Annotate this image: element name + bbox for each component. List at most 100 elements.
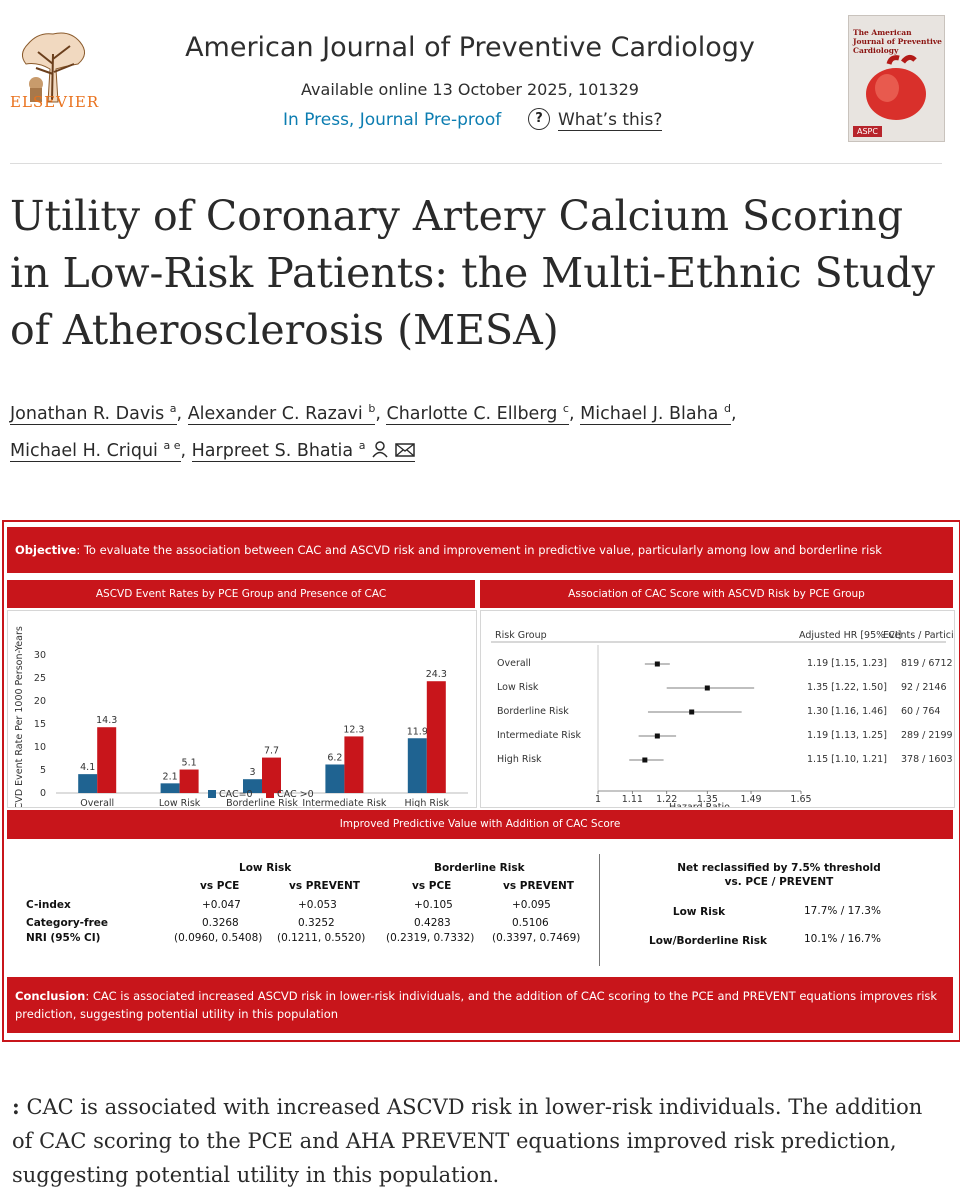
- col-group-low: Low Risk: [239, 862, 292, 874]
- heart-illustration: [866, 54, 926, 120]
- events-text: 819 / 6712: [901, 658, 953, 669]
- bar-value-label: 5.1: [182, 758, 197, 769]
- in-press-link[interactable]: In Press, Journal Pre-proof: [283, 110, 502, 130]
- legend-label: CAC >0: [277, 789, 314, 800]
- table-cell: (0.3397, 0.7469): [492, 932, 581, 944]
- author-list: Jonathan R. Davis a, Alexander C. Razavi…: [10, 402, 737, 462]
- bar-cacpos: [179, 769, 199, 793]
- forest-row-label: Low Risk: [497, 682, 539, 693]
- bar-cac0: [160, 783, 180, 793]
- table-cell: 0.5106: [512, 917, 549, 929]
- objective-banner: Objective: To evaluate the association b…: [7, 527, 953, 603]
- row-label-cindex: C-index: [26, 899, 71, 911]
- conclusion-banner: Conclusion: CAC is associated increased …: [7, 977, 953, 1033]
- article-title: Utility of Coronary Artery Calcium Scori…: [10, 192, 935, 354]
- author-link[interactable]: Michael J. Blaha d: [580, 402, 731, 425]
- table-cell: 0.3252: [298, 917, 335, 929]
- bar-value-label: 6.2: [327, 752, 342, 763]
- hr-ci-text: 1.19 [1.15, 1.23]: [807, 658, 887, 669]
- events-text: 92 / 2146: [901, 682, 947, 693]
- x-axis-label: Hazard Ratio: [669, 802, 730, 807]
- row-label-nri-ci: NRI (95% CI): [26, 932, 101, 944]
- author-link[interactable]: Jonathan R. Davis a: [10, 402, 177, 425]
- y-tick-label: 5: [40, 765, 46, 776]
- bar-cacpos: [344, 736, 364, 793]
- predictive-value-header: Improved Predictive Value with Addition …: [7, 810, 953, 839]
- table-divider: [599, 854, 600, 966]
- bar-cac0: [243, 779, 262, 793]
- journal-cover-thumbnail[interactable]: The American Journal of Preventive Cardi…: [848, 15, 945, 142]
- journal-header: ELSEVIER American Journal of Preventive …: [0, 0, 960, 165]
- hr-point: [689, 709, 695, 715]
- help-circle-icon[interactable]: ?: [528, 108, 550, 130]
- events-text: 60 / 764: [901, 706, 940, 717]
- author-link[interactable]: Michael H. Criqui a e: [10, 438, 181, 462]
- reclass-subtitle: vs. PCE / PREVENT: [724, 876, 834, 888]
- author-link-corresponding[interactable]: Harpreet S. Bhatia a: [191, 439, 415, 462]
- legend-swatch: [266, 790, 274, 798]
- highlights-text: : CAC is associated with increased ASCVD…: [12, 1094, 923, 1187]
- bar-chart: 0 5 10 15 20 25 30 ASCVD Event Rate Per 1000 Pe…: [14, 626, 468, 822]
- x-tick-label: 1: [595, 794, 601, 805]
- table-cell: 0.4283: [414, 917, 451, 929]
- bar-chart-header: ASCVD Event Rates by PCE Group and Prese…: [7, 580, 475, 608]
- y-axis-label: ASCVD Event Rate Per 1000 Person-Years: [14, 626, 25, 807]
- y-tick-label: 10: [34, 742, 46, 753]
- reclass-row-label: Low/Borderline Risk: [649, 935, 768, 947]
- bar-cacpos: [97, 727, 117, 793]
- cover-title: The American Journal of Preventive Cardi…: [853, 28, 942, 55]
- hr-ci-text: 1.15 [1.10, 1.21]: [807, 754, 887, 765]
- table-cell: +0.105: [414, 899, 453, 911]
- bar-value-label: 3: [249, 767, 255, 778]
- y-tick-label: 20: [34, 696, 46, 707]
- graphical-abstract[interactable]: Objective: To evaluate the association b…: [2, 520, 960, 1042]
- forest-plot: Risk Group Adjusted HR [95% CI]Events / P…: [491, 630, 960, 813]
- col-header-hr: Adjusted HR [95% CI]: [799, 630, 901, 641]
- x-tick-label: 1.65: [790, 794, 811, 805]
- table-cell: +0.053: [298, 899, 337, 911]
- hr-point: [642, 757, 648, 763]
- col-header: vs PREVENT: [289, 880, 360, 892]
- col-header: vs PCE: [200, 880, 240, 892]
- x-tick-label: Overall: [80, 798, 114, 807]
- bar-value-label: 14.3: [96, 715, 117, 726]
- bar-cacpos: [426, 681, 446, 793]
- events-text: 289 / 2199: [901, 730, 953, 741]
- legend-label: CAC=0: [219, 789, 253, 800]
- reclass-row-value: 17.7% / 17.3%: [804, 905, 881, 917]
- bar-value-label: 12.3: [343, 724, 364, 735]
- forest-row-label: Intermediate Risk: [497, 730, 582, 741]
- journal-title[interactable]: American Journal of Preventive Cardiolog…: [185, 32, 755, 63]
- x-tick-label: 1.49: [740, 794, 761, 805]
- reclass-row-value: 10.1% / 16.7%: [804, 933, 881, 945]
- x-tick-label: 1.35: [697, 794, 718, 805]
- table-cell: +0.095: [512, 899, 551, 911]
- table-cell: (0.2319, 0.7332): [386, 932, 475, 944]
- table-cell: 0.3268: [202, 917, 239, 929]
- reclass-title: Net reclassified by 7.5% threshold: [677, 862, 881, 874]
- col-header-risk-group: Risk Group: [495, 630, 547, 641]
- hr-ci-text: 1.30 [1.16, 1.46]: [807, 706, 887, 717]
- col-group-borderline: Borderline Risk: [434, 862, 525, 874]
- col-header: vs PCE: [412, 880, 452, 892]
- author-link[interactable]: Charlotte C. Ellberg c: [386, 402, 569, 425]
- mail-icon: [394, 442, 415, 457]
- hr-point: [704, 685, 710, 691]
- events-text: 378 / 1603: [901, 754, 953, 765]
- bar-cac0: [78, 774, 98, 793]
- reclass-row-label: Low Risk: [672, 906, 726, 918]
- col-header-events: Events / Participants: [883, 630, 954, 641]
- forest-row-label: Overall: [497, 658, 531, 669]
- x-tick-label: 1.11: [622, 794, 643, 805]
- y-tick-label: 15: [34, 719, 46, 730]
- row-label-nri: Category-free: [26, 917, 109, 929]
- forest-row-label: Borderline Risk: [497, 706, 569, 717]
- hr-point: [654, 661, 660, 667]
- whats-this-link[interactable]: What’s this?: [558, 110, 663, 131]
- bar-value-label: 11.9: [407, 726, 428, 737]
- legend-swatch: [208, 790, 216, 798]
- author-link[interactable]: Alexander C. Razavi b: [187, 402, 376, 425]
- bar-cacpos: [262, 757, 281, 793]
- elsevier-tree-logo[interactable]: [8, 14, 98, 114]
- publisher-wordmark: ELSEVIER: [10, 93, 100, 111]
